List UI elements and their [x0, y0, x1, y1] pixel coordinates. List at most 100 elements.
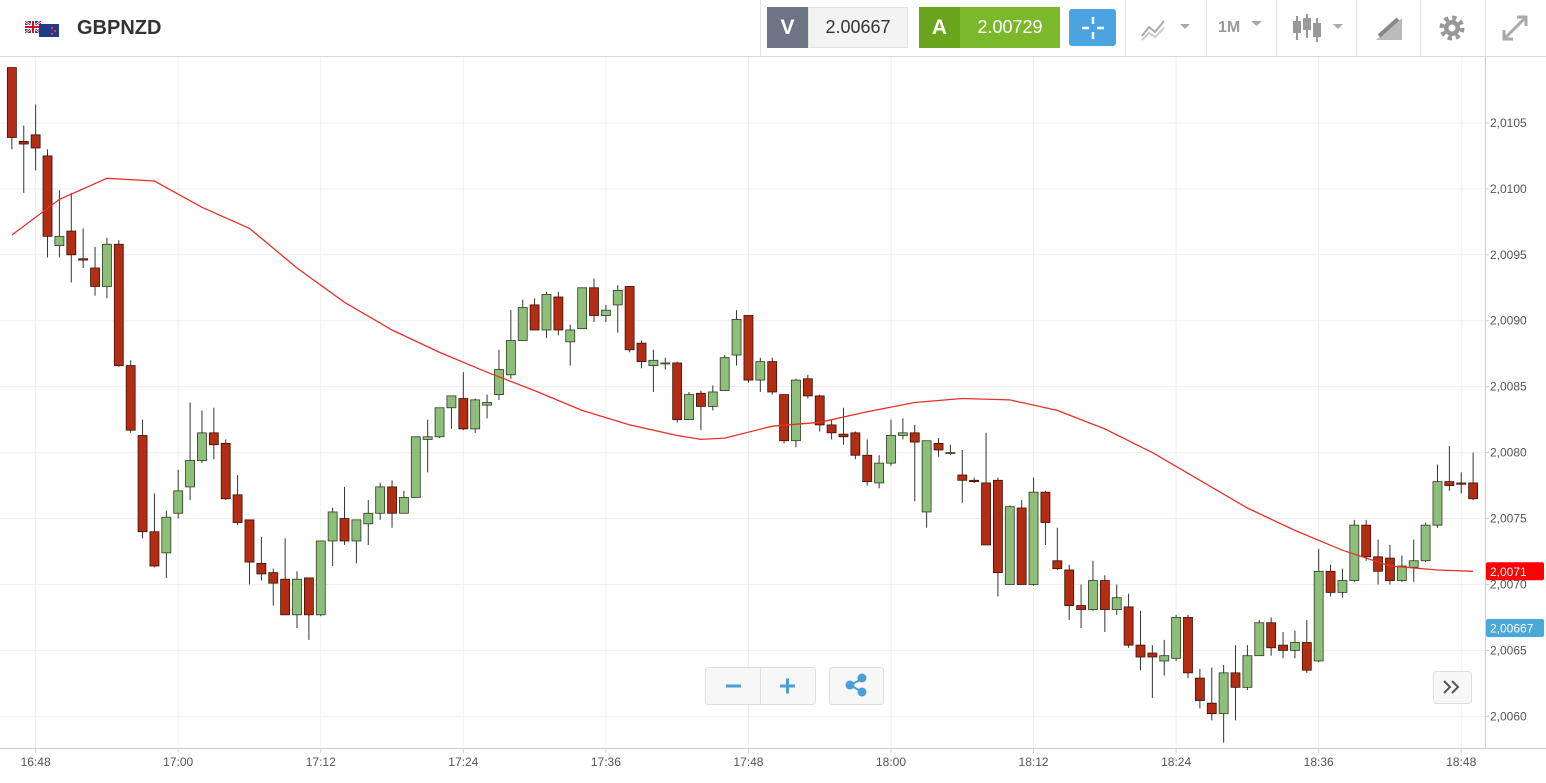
y-tick-label: 2,0075	[1490, 512, 1527, 526]
y-tick-label: 2,0070	[1490, 577, 1527, 591]
candle-body	[517, 307, 528, 341]
candle-body	[779, 394, 789, 442]
flag-icon	[25, 20, 59, 37]
candle-body	[1337, 580, 1348, 593]
candle-body	[102, 243, 112, 287]
sell-price[interactable]: 2.00667	[808, 7, 908, 48]
candle-body	[850, 432, 861, 456]
candle-body	[42, 155, 53, 237]
candle-body	[600, 309, 611, 316]
settings-button[interactable]	[1437, 13, 1467, 43]
y-tick-label: 2,0080	[1490, 446, 1527, 460]
y-tick-label: 2,0085	[1490, 380, 1527, 394]
candle-body	[185, 460, 195, 488]
candle-body	[1408, 560, 1419, 568]
y-tick-label: 2,0065	[1490, 643, 1527, 657]
candle-body	[684, 394, 694, 421]
candle-body	[1325, 570, 1336, 593]
x-tick-label: 17:24	[448, 755, 478, 769]
candle-body	[755, 361, 766, 381]
crosshair-button[interactable]	[1069, 9, 1116, 46]
candle-body	[672, 362, 683, 421]
x-tick-label: 18:36	[1304, 755, 1334, 769]
zoom-controls	[705, 667, 1472, 705]
marks	[6, 67, 1479, 743]
y-tick-label: 2,0100	[1490, 182, 1527, 196]
candle-body	[446, 395, 457, 409]
candle-body	[161, 516, 172, 554]
candle-body	[256, 562, 267, 575]
scroll-end-icon	[1443, 680, 1460, 694]
candle-body	[1016, 507, 1027, 585]
candle-body	[303, 577, 314, 616]
candle-body	[945, 452, 956, 455]
x-tick-label: 17:00	[163, 755, 193, 769]
candle-body	[280, 578, 291, 616]
x-tick-label: 18:48	[1446, 755, 1476, 769]
indicators-button[interactable]	[1292, 12, 1348, 44]
candle-body	[1171, 617, 1182, 659]
candle-body	[529, 304, 540, 331]
fullscreen-button[interactable]	[1500, 13, 1530, 43]
candle-body	[149, 531, 160, 567]
candle-body	[1135, 644, 1146, 658]
buy-price[interactable]: 2.00729	[960, 7, 1060, 48]
candle-body	[1052, 560, 1063, 570]
candle-body	[1385, 557, 1395, 581]
toolbar: GBPNZD V 2.00667 A 2.00729 1M	[0, 0, 1546, 57]
share-icon	[845, 673, 867, 697]
candle-body	[1278, 644, 1288, 651]
timeframe[interactable]: 1M	[1218, 19, 1241, 36]
scroll-end-button[interactable]	[1433, 671, 1472, 704]
symbol: GBPNZD	[77, 16, 162, 39]
candle-body	[339, 518, 350, 542]
candle-body	[422, 436, 433, 440]
candle-body	[1183, 617, 1193, 674]
candle-body	[1254, 622, 1265, 657]
candle-body	[1468, 482, 1479, 500]
timeframe-caret	[1251, 21, 1262, 26]
price-tag	[1486, 618, 1544, 637]
candle-body	[6, 67, 17, 138]
candle-body	[197, 432, 207, 461]
candle-body	[696, 392, 706, 407]
candle-body	[482, 402, 492, 406]
candle-body	[351, 519, 362, 542]
chart-type-button[interactable]	[1140, 16, 1195, 42]
candle-body	[125, 365, 136, 431]
candle-body	[1099, 580, 1110, 610]
candle-body	[802, 378, 813, 397]
candle-body	[1301, 642, 1312, 671]
candle-body	[1111, 597, 1122, 610]
share-button[interactable]	[829, 667, 884, 705]
candle-body	[458, 398, 469, 430]
x-tick-label: 16:48	[21, 755, 51, 769]
candle-body	[838, 433, 849, 438]
draw-button[interactable]	[1374, 14, 1404, 42]
candle-body	[232, 494, 243, 523]
candle-body	[1123, 606, 1134, 646]
candle-body	[897, 432, 908, 436]
candle-body	[1361, 524, 1372, 558]
candle-body	[66, 230, 77, 256]
candle-body	[410, 436, 421, 498]
candle-body	[1242, 655, 1253, 688]
candle-body	[612, 290, 623, 306]
zoom-in[interactable]	[780, 678, 795, 694]
candle-body	[1266, 622, 1277, 649]
candle-body	[268, 572, 279, 584]
buy-label[interactable]: A	[919, 7, 960, 48]
candle-body	[589, 287, 599, 316]
candle-body	[244, 519, 255, 563]
candle-body	[1076, 605, 1086, 610]
candle-body	[1004, 506, 1015, 585]
candle-body	[1456, 482, 1467, 485]
candle-body	[220, 442, 231, 500]
candle-body	[791, 379, 801, 442]
y-tick-label: 2,0090	[1490, 314, 1527, 328]
candle-body	[648, 359, 659, 366]
candle-body	[18, 140, 29, 145]
price-tag-label: 2,0071	[1490, 565, 1527, 579]
candle-body	[565, 329, 576, 343]
sell-label[interactable]: V	[767, 7, 808, 48]
